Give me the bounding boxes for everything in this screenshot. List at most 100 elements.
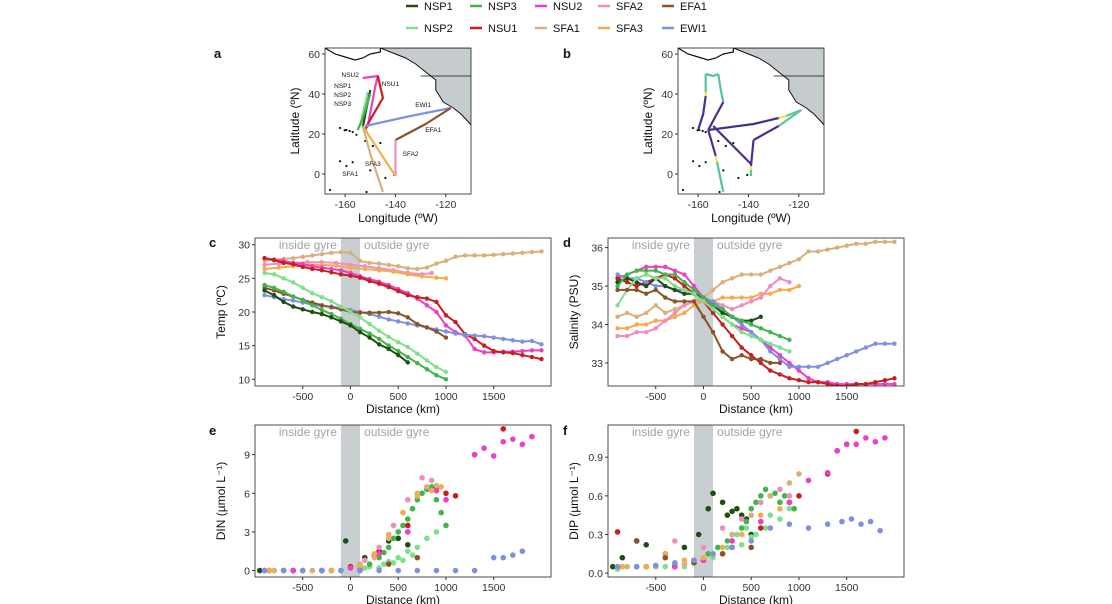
plot-frame-f xyxy=(607,424,905,578)
track-segment-10 xyxy=(778,109,802,127)
point-e-nsp3-17 xyxy=(433,496,440,503)
point-d-sfa2-16 xyxy=(768,283,773,289)
y-tick-label-f-1: 0.3 xyxy=(588,529,603,541)
point-c-nsp2-3 xyxy=(290,280,296,285)
point-d-nsp3-16 xyxy=(768,329,773,335)
island-8 xyxy=(345,164,348,168)
point-e-nsu2-8 xyxy=(471,451,478,458)
point-f-nsu2-10 xyxy=(843,441,850,448)
point-c-nsp2-10 xyxy=(357,315,363,320)
point-f-nsp3-12 xyxy=(753,499,759,506)
point-d-nsu1-12 xyxy=(729,333,735,339)
track-segment-3 xyxy=(697,95,707,131)
point-d-nsp2-12 xyxy=(729,322,735,327)
point-d-nsp2-4 xyxy=(653,276,658,281)
point-f-nsp2-14 xyxy=(748,534,755,540)
point-c-nsp2-6 xyxy=(319,295,325,300)
point-c-efa1-15 xyxy=(405,315,410,320)
point-d-sfa1-22 xyxy=(825,247,830,252)
point-d-nsu1-21 xyxy=(815,379,821,385)
point-c-sfa3-6 xyxy=(348,265,353,270)
y-tick-label-b-2: 20 xyxy=(661,129,673,141)
point-d-sfa2-13 xyxy=(739,303,744,308)
point-c-nsu2-23 xyxy=(481,350,487,355)
legend-label-efa1: EFA1 xyxy=(680,1,707,13)
track-segment-9 xyxy=(752,125,780,141)
island-13 xyxy=(718,190,721,194)
point-d-nsu2-29 xyxy=(892,381,897,386)
point-d-nsu2-8 xyxy=(691,283,697,289)
point-c-nsp3-14 xyxy=(396,348,401,354)
point-e-sfa1-8 xyxy=(424,484,430,490)
x-tick-label-c-0: -500 xyxy=(292,391,313,403)
point-e-sfa3-9 xyxy=(438,484,444,490)
point-d-nsp3-9 xyxy=(701,295,706,300)
point-c-nsu1-13 xyxy=(386,284,391,290)
point-d-nsp1-15 xyxy=(758,314,763,320)
point-d-efa1-3 xyxy=(643,291,649,296)
point-d-sfa2-14 xyxy=(749,299,754,304)
point-e-nsu2-12 xyxy=(510,436,516,442)
point-c-ewi1-28 xyxy=(529,338,535,344)
track-segment-5 xyxy=(707,101,725,131)
point-e-sfa3-5 xyxy=(385,531,392,538)
point-c-efa1-19 xyxy=(443,335,449,340)
chart-panel-c: inside gyre outside gyre -500 0 500 1000 1500 1… xyxy=(209,235,552,416)
island-4 xyxy=(343,129,346,132)
point-d-nsp2-13 xyxy=(739,329,744,335)
point-c-sfa1-24 xyxy=(491,252,496,258)
point-e-ewi1-1 xyxy=(280,567,287,574)
point-f-nsp2-17 xyxy=(762,525,769,531)
point-e-ewi1-12 xyxy=(490,554,497,561)
point-f-efa1-3 xyxy=(719,551,726,557)
point-f-nsp2-3 xyxy=(662,563,669,570)
point-f-ewi1-12 xyxy=(839,518,845,525)
point-d-nsp3-13 xyxy=(739,318,744,323)
point-f-nsu2-4 xyxy=(729,538,735,544)
point-d-efa1-13 xyxy=(739,353,744,358)
point-c-nsp3-10 xyxy=(357,326,363,332)
point-d-ewi1-26 xyxy=(863,345,869,350)
gyre-boundary-band-d xyxy=(693,238,714,386)
point-c-nsu2-27 xyxy=(520,348,525,354)
point-f-nsp1-5 xyxy=(681,544,688,551)
point-c-nsu1-29 xyxy=(539,356,544,362)
island-11 xyxy=(384,176,387,180)
outside-gyre-label-e: outside gyre xyxy=(364,425,430,439)
point-e-nsu2-7 xyxy=(443,496,449,503)
point-d-sfa2-6 xyxy=(672,310,678,316)
point-d-efa1-17 xyxy=(777,360,783,366)
route-nsu1 xyxy=(364,75,384,131)
point-e-nsp3-18 xyxy=(438,509,444,516)
y-tick-label-d-1: 34 xyxy=(591,319,603,331)
point-e-ewi1-7 xyxy=(395,567,402,574)
point-e-nsp3-16 xyxy=(428,484,435,490)
point-d-sfa1-12 xyxy=(729,276,735,281)
island-3 xyxy=(345,128,348,132)
point-d-sfa1-27 xyxy=(873,239,878,245)
legend-label-nsp2: NSP2 xyxy=(424,23,453,35)
point-e-efa1-3 xyxy=(385,561,392,567)
legend-label-sfa1: SFA1 xyxy=(553,23,580,35)
point-e-nsp3-11 xyxy=(404,516,411,522)
gyre-boundary-band-e xyxy=(340,425,361,577)
point-d-nsp2-16 xyxy=(768,341,773,346)
point-c-nsu1-26 xyxy=(510,350,516,356)
point-c-nsp1-11 xyxy=(367,335,372,340)
point-f-efa1-1 xyxy=(662,554,669,561)
point-d-efa1-8 xyxy=(691,299,697,304)
legend-label-nsp1: NSP1 xyxy=(424,1,453,13)
route-label-sfa1: SFA1 xyxy=(342,171,358,178)
point-c-nsu1-19 xyxy=(443,313,449,318)
point-c-ewi1-24 xyxy=(491,335,496,340)
point-f-sfa2-7 xyxy=(777,486,783,493)
x-axis-title-a: Longitude (ºW) xyxy=(358,211,438,225)
point-c-sfa1-28 xyxy=(529,249,535,255)
point-d-sfa3-18 xyxy=(787,287,792,293)
point-d-nsu1-29 xyxy=(892,376,897,381)
x-tick-label-f-0: -500 xyxy=(645,582,666,594)
point-c-nsu1-7 xyxy=(329,270,334,275)
y-axis-title-e: DIN (µmol L⁻¹) xyxy=(214,462,228,541)
point-f-ewi1-1 xyxy=(633,563,640,570)
point-e-ewi1-5 xyxy=(357,567,363,574)
